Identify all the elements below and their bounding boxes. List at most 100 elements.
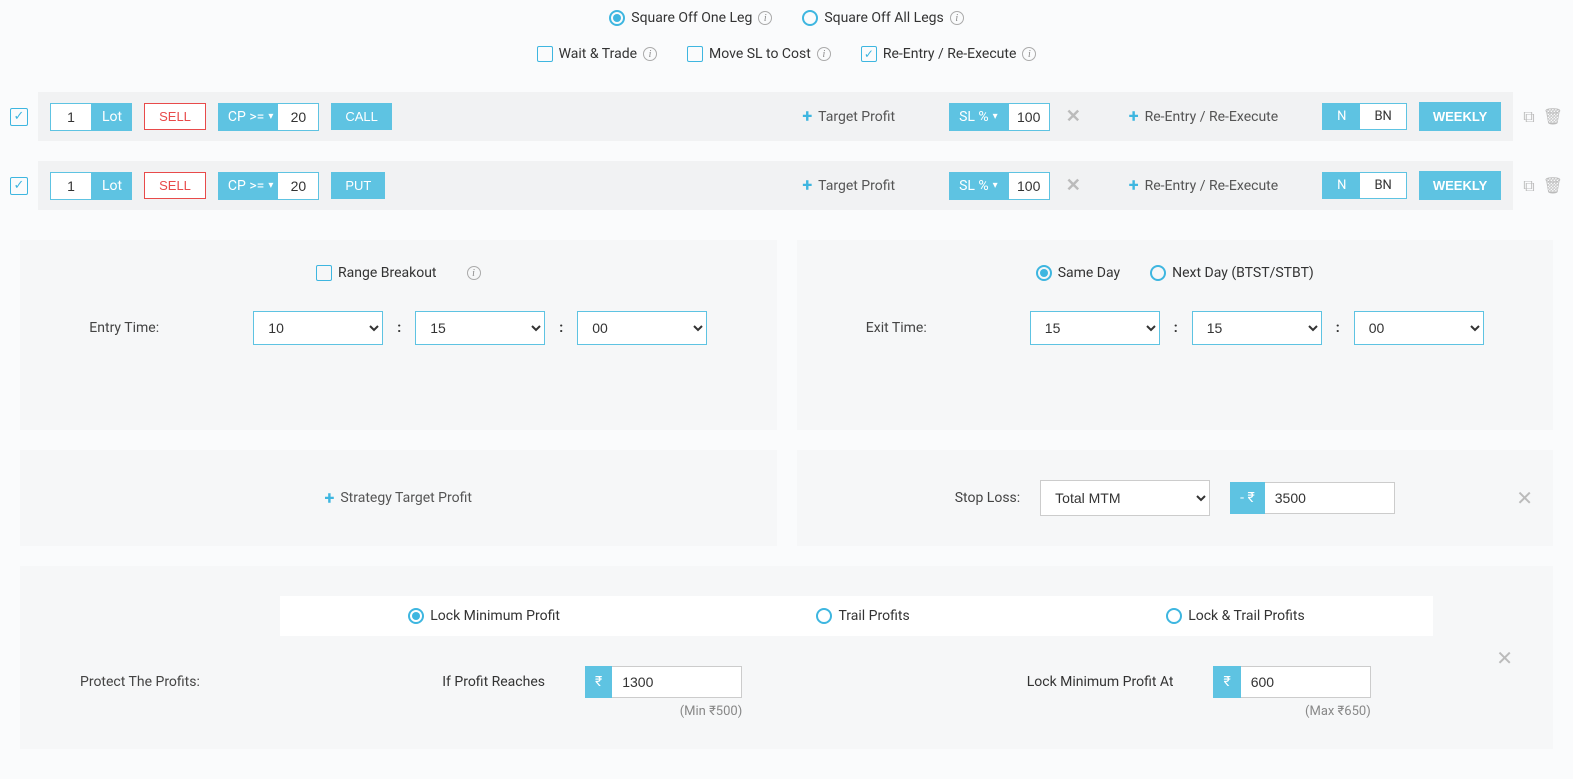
lock-min-profit-tab[interactable]: Lock Minimum Profit (408, 608, 560, 624)
info-icon[interactable]: i (758, 11, 772, 25)
copy-leg-icon[interactable]: ⧉ (1523, 107, 1534, 127)
next-day-radio[interactable]: Next Day (BTST/STBT) (1150, 265, 1314, 281)
lock-trail-profits-label: Lock & Trail Profits (1188, 608, 1305, 624)
remove-protect-icon[interactable]: ✕ (1496, 646, 1513, 670)
trail-profits-label: Trail Profits (838, 608, 909, 624)
cp-label[interactable]: CP >=▾ (218, 172, 277, 200)
exit-time-label: Exit Time: (866, 320, 1016, 336)
lot-label: Lot (92, 103, 132, 131)
lot-qty-input[interactable] (50, 103, 92, 131)
checkbox-icon (316, 265, 332, 281)
info-icon[interactable]: i (950, 11, 964, 25)
exit-sec-select[interactable]: 00 (1354, 311, 1484, 345)
leg-enable-check[interactable]: ✓ (10, 177, 28, 195)
target-profit-label: Target Profit (818, 109, 895, 125)
info-icon[interactable]: i (467, 266, 481, 280)
profit-reaches-hint: (Min ₹500) (680, 704, 743, 719)
delete-leg-icon[interactable]: 🗑 (1543, 107, 1563, 127)
range-breakout-check[interactable]: Range Breakout (316, 265, 437, 281)
squareoff-one-leg-label: Square Off One Leg (631, 10, 752, 26)
strategy-target-label: Strategy Target Profit (340, 490, 472, 506)
radio-icon (408, 608, 424, 624)
radio-icon (802, 10, 818, 26)
bn-segment[interactable]: BN (1360, 104, 1405, 129)
add-reentry[interactable]: + Re-Entry / Re-Execute (1129, 106, 1278, 127)
checkbox-icon: ✓ (861, 46, 877, 62)
info-icon[interactable]: i (1022, 47, 1036, 61)
n-segment[interactable]: N (1323, 173, 1360, 198)
sl-value-input[interactable] (1008, 172, 1050, 200)
add-target-profit[interactable]: + Target Profit (802, 175, 895, 196)
move-sl-check[interactable]: Move SL to Cost i (687, 46, 831, 62)
profit-reaches-input[interactable] (612, 666, 742, 698)
if-profit-reaches-label: If Profit Reaches (442, 674, 545, 690)
expiry-button[interactable]: WEEKLY (1419, 171, 1501, 200)
info-icon[interactable]: i (643, 47, 657, 61)
colon: : (397, 320, 401, 336)
index-toggle[interactable]: N BN (1322, 172, 1407, 199)
sl-label[interactable]: SL % ▾ (949, 103, 1008, 131)
delete-leg-icon[interactable]: 🗑 (1543, 176, 1563, 196)
protect-profits-label: Protect The Profits: (80, 666, 260, 690)
strategy-target-panel: + Strategy Target Profit (20, 450, 777, 546)
colon: : (1174, 320, 1178, 336)
entry-hour-select[interactable]: 10 (253, 311, 383, 345)
n-segment[interactable]: N (1323, 104, 1360, 129)
copy-leg-icon[interactable]: ⧉ (1523, 176, 1534, 196)
cp-value-input[interactable] (277, 172, 319, 200)
squareoff-one-leg-radio[interactable]: Square Off One Leg i (609, 10, 772, 26)
expiry-button[interactable]: WEEKLY (1419, 102, 1501, 131)
add-reentry[interactable]: + Re-Entry / Re-Execute (1129, 175, 1278, 196)
lot-qty-input[interactable] (50, 172, 92, 200)
reentry-label: Re-Entry / Re-Execute (1145, 109, 1279, 125)
index-toggle[interactable]: N BN (1322, 103, 1407, 130)
stop-loss-input[interactable] (1265, 482, 1395, 514)
reentry-check[interactable]: ✓ Re-Entry / Re-Execute i (861, 46, 1037, 62)
remove-stoploss-icon[interactable]: ✕ (1516, 486, 1533, 510)
rupee-prefix: ₹ (585, 666, 612, 698)
checkbox-icon (687, 46, 703, 62)
entry-sec-select[interactable]: 00 (577, 311, 707, 345)
plus-icon: + (1129, 106, 1139, 127)
range-breakout-label: Range Breakout (338, 265, 437, 281)
rupee-prefix: - ₹ (1230, 482, 1265, 514)
remove-sl-icon[interactable]: ✕ (1062, 106, 1085, 127)
cp-label[interactable]: CP >=▾ (218, 103, 277, 131)
plus-icon: + (802, 106, 812, 127)
bn-segment[interactable]: BN (1360, 173, 1405, 198)
radio-icon (1150, 265, 1166, 281)
cp-value-input[interactable] (277, 103, 319, 131)
option-type-button[interactable]: CALL (331, 103, 392, 130)
exit-hour-select[interactable]: 15 (1030, 311, 1160, 345)
side-button[interactable]: SELL (144, 103, 206, 130)
leg-row: Lot SELL CP >=▾ PUT + Target Profit SL %… (38, 161, 1513, 210)
lock-profit-input[interactable] (1241, 666, 1371, 698)
radio-icon (1036, 265, 1052, 281)
add-strategy-target[interactable]: + Strategy Target Profit (325, 488, 472, 509)
stop-loss-panel: Stop Loss: Total MTM - ₹ ✕ (797, 450, 1554, 546)
squareoff-all-legs-label: Square Off All Legs (824, 10, 943, 26)
lock-min-profit-at-label: Lock Minimum Profit At (1027, 674, 1174, 690)
sl-label[interactable]: SL % ▾ (949, 172, 1008, 200)
info-icon[interactable]: i (817, 47, 831, 61)
add-target-profit[interactable]: + Target Profit (802, 106, 895, 127)
colon: : (1336, 320, 1340, 336)
lock-trail-profits-tab[interactable]: Lock & Trail Profits (1166, 608, 1305, 624)
leg-enable-check[interactable]: ✓ (10, 108, 28, 126)
next-day-label: Next Day (BTST/STBT) (1172, 265, 1314, 281)
stop-loss-type-select[interactable]: Total MTM (1040, 480, 1210, 516)
plus-icon: + (1129, 175, 1139, 196)
trail-profits-tab[interactable]: Trail Profits (816, 608, 909, 624)
squareoff-all-legs-radio[interactable]: Square Off All Legs i (802, 10, 963, 26)
move-sl-label: Move SL to Cost (709, 46, 811, 62)
exit-min-select[interactable]: 15 (1192, 311, 1322, 345)
option-type-button[interactable]: PUT (331, 172, 385, 199)
same-day-radio[interactable]: Same Day (1036, 265, 1120, 281)
sl-value-input[interactable] (1008, 103, 1050, 131)
remove-sl-icon[interactable]: ✕ (1062, 175, 1085, 196)
wait-trade-check[interactable]: Wait & Trade i (537, 46, 657, 62)
side-button[interactable]: SELL (144, 172, 206, 199)
radio-icon (609, 10, 625, 26)
target-profit-label: Target Profit (818, 178, 895, 194)
entry-min-select[interactable]: 15 (415, 311, 545, 345)
